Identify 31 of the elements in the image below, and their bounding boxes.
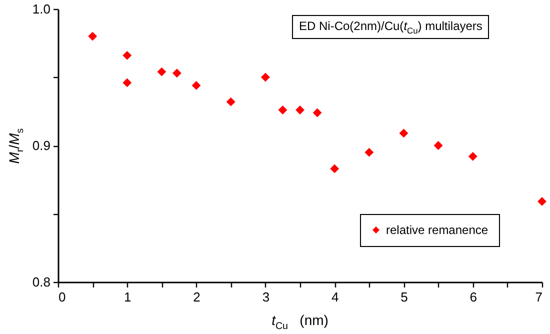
y-tick-label: 0.8 [32, 274, 50, 290]
point [364, 148, 374, 157]
point [192, 80, 201, 90]
x-axis-title: t$_{Cu}$ (nm) [270, 312, 330, 332]
point [330, 164, 340, 174]
point [122, 78, 132, 88]
point [88, 32, 98, 41]
x-tick-label: 3 [262, 290, 270, 304]
point [399, 128, 408, 138]
y-tick-label: 0.9 [32, 138, 50, 153]
point [312, 108, 322, 118]
point [226, 97, 236, 106]
annotation: ED Ni-Co(2nm)/Cu(t$_{Cu}$) multilayers [292, 15, 490, 40]
point [468, 152, 478, 161]
point [122, 50, 132, 60]
point [538, 196, 546, 206]
y-tick-label: 1.0 [32, 2, 50, 16]
x-tick-label: 5 [400, 290, 408, 304]
point [296, 106, 304, 114]
x-tick-label: 6 [470, 290, 477, 304]
x-tick-label: 0 [58, 290, 66, 304]
legend-label: relative remanence [386, 223, 488, 237]
x-tick-label: 1 [124, 290, 132, 304]
point [278, 106, 288, 114]
point [260, 72, 270, 82]
point [172, 68, 182, 78]
point [434, 141, 443, 150]
x-tick-label: 4 [331, 290, 339, 304]
x-tick-label: 2 [193, 290, 200, 304]
x-tick-label: 7 [535, 290, 542, 304]
point [157, 67, 166, 76]
